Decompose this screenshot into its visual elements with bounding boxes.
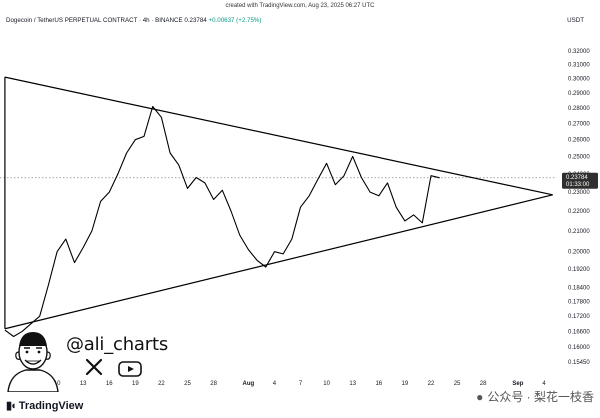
trendlines bbox=[4, 76, 553, 330]
price-box-countdown: 01:33:00 bbox=[566, 182, 590, 188]
tradingview-logo-text: TradingView bbox=[18, 399, 84, 412]
y-tick-label: 0.28000 bbox=[568, 106, 590, 112]
x-tick-label: 10 bbox=[54, 381, 61, 387]
watermark: ● 公众号 · 梨花一枝香 bbox=[476, 388, 594, 405]
x-tick-label: 28 bbox=[210, 381, 217, 387]
upper-trendline bbox=[4, 76, 553, 196]
author-handle: @ali_charts bbox=[66, 334, 169, 355]
price-box bbox=[562, 172, 598, 189]
y-tick-label: 0.26000 bbox=[568, 138, 590, 144]
tradingview-logo-icon: ▮◖ bbox=[6, 400, 17, 412]
y-tick-label: 0.32000 bbox=[568, 49, 590, 55]
y-tick-label: 0.17800 bbox=[568, 300, 590, 306]
youtube-icon[interactable] bbox=[118, 360, 142, 378]
symbol-header: Dogecoin / TetherUS PERPETUAL CONTRACT ·… bbox=[6, 17, 261, 24]
y-tick-label: 0.17200 bbox=[568, 314, 590, 320]
wechat-icon: ● bbox=[476, 389, 484, 404]
x-tick-label: 13 bbox=[349, 381, 356, 387]
y-tick-label: 0.15450 bbox=[568, 360, 590, 366]
x-tick-label: 4 bbox=[542, 381, 546, 387]
y-tick-label: 0.31000 bbox=[568, 63, 590, 69]
x-axis: 710131619222528Aug4710131619222528Sep4 bbox=[29, 381, 546, 387]
x-tick-label: 13 bbox=[80, 381, 87, 387]
y-tick-label: 0.19200 bbox=[568, 267, 590, 273]
symbol-title: Dogecoin / TetherUS PERPETUAL CONTRACT ·… bbox=[6, 17, 183, 24]
created-caption: created with TradingView.com, Aug 23, 20… bbox=[225, 3, 375, 9]
x-tick-label: 19 bbox=[402, 381, 409, 387]
y-tick-label: 0.21000 bbox=[568, 229, 590, 235]
y-tick-label: 0.20000 bbox=[568, 250, 590, 256]
x-tick-label: 28 bbox=[480, 381, 487, 387]
y-tick-label: 0.27000 bbox=[568, 122, 590, 128]
x-tick-label: Sep bbox=[512, 381, 523, 387]
price-box-price: 0.23784 bbox=[566, 175, 588, 181]
currency-label: USDT bbox=[567, 17, 584, 24]
x-tick-label: Aug bbox=[243, 381, 255, 387]
y-tick-label: 0.16600 bbox=[568, 329, 590, 335]
x-logo-icon[interactable] bbox=[84, 358, 104, 376]
y-tick-label: 0.29000 bbox=[568, 91, 590, 97]
tradingview-logo: ▮◖ TradingView bbox=[6, 399, 84, 413]
header-price: 0.23784 bbox=[184, 17, 207, 24]
y-tick-label: 0.22000 bbox=[568, 209, 590, 215]
x-tick-label: 25 bbox=[454, 381, 461, 387]
y-tick-label: 0.30000 bbox=[568, 77, 590, 83]
x-tick-label: 22 bbox=[158, 381, 165, 387]
lower-trendline bbox=[4, 194, 553, 330]
y-tick-label: 0.16000 bbox=[568, 345, 590, 351]
y-tick-label: 0.18400 bbox=[568, 285, 590, 291]
avatar bbox=[7, 332, 59, 392]
x-tick-label: 16 bbox=[106, 381, 113, 387]
price-series bbox=[4, 105, 440, 338]
y-tick-label: 0.23000 bbox=[568, 190, 590, 196]
header-change: +0.00637 (+2.75%) bbox=[208, 17, 262, 24]
price-series-line bbox=[4, 105, 440, 338]
x-tick-label: 7 bbox=[299, 381, 303, 387]
y-tick-label: 0.25000 bbox=[568, 154, 590, 160]
x-tick-label: 16 bbox=[375, 381, 382, 387]
x-tick-label: 19 bbox=[132, 381, 139, 387]
x-tick-label: 4 bbox=[273, 381, 277, 387]
x-tick-label: 25 bbox=[184, 381, 191, 387]
x-tick-label: 10 bbox=[323, 381, 330, 387]
watermark-text: 公众号 · 梨花一枝香 bbox=[487, 390, 594, 404]
y-axis: 0.32000 0.31000 0.30000 0.29000 0.28000 0.270… bbox=[568, 49, 590, 366]
x-tick-label: 22 bbox=[428, 381, 435, 387]
